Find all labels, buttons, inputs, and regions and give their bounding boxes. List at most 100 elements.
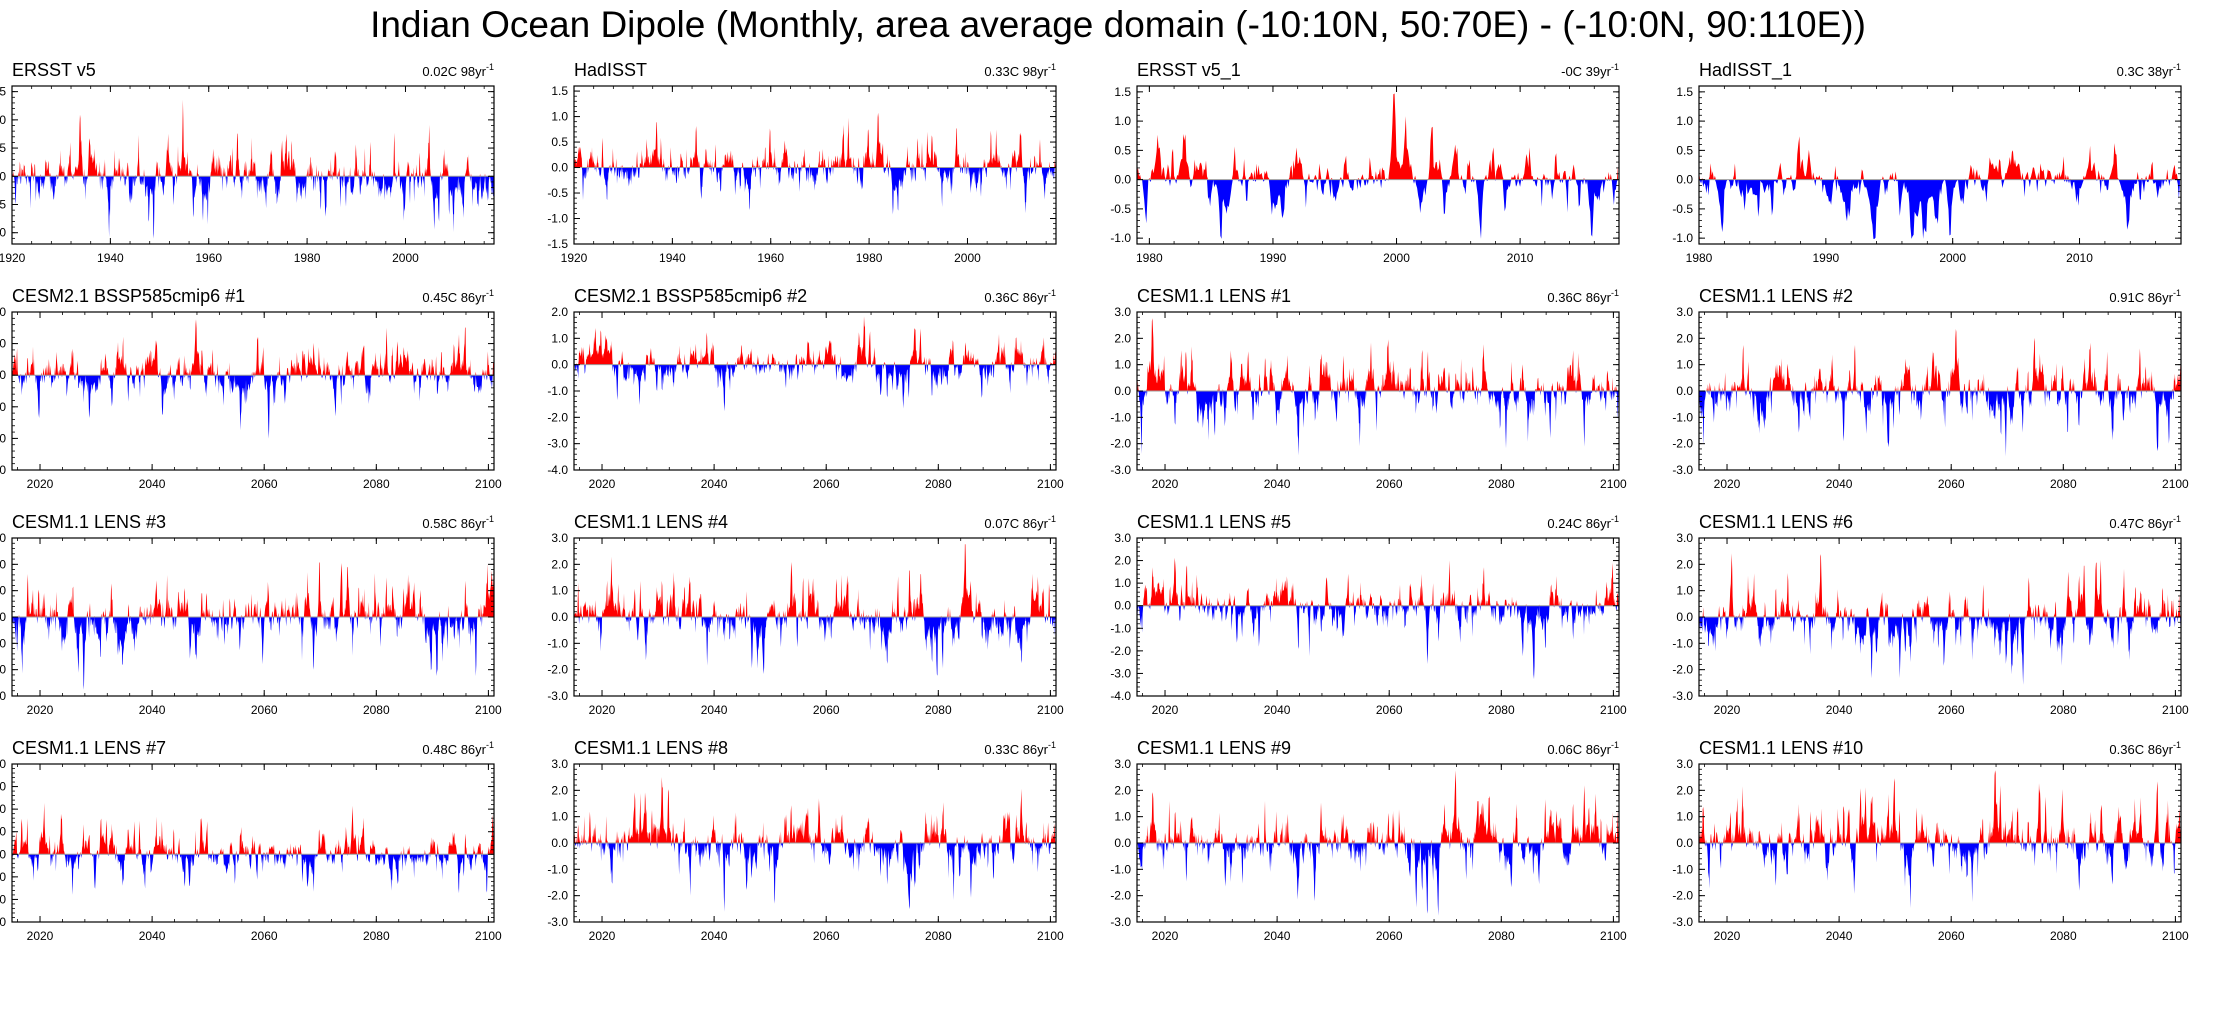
chart-panel: CESM1.1 LENS #8 0.33C 86yr-1 -3.0 -2.0 -1.0 0… (536, 728, 1064, 949)
trend-exponent: -1 (1048, 514, 1056, 524)
y-tick-label: -3.0 (547, 689, 568, 703)
y-tick-label: 3.0 (1114, 531, 1131, 545)
trend-exponent: -1 (2173, 62, 2181, 72)
chart-panel: CESM1.1 LENS #1 0.36C 86yr-1 -3.0 -2.0 -1.0 0… (1099, 276, 1627, 497)
trend-exponent: -1 (1048, 62, 1056, 72)
y-tick-label: -1.0 (547, 636, 568, 650)
x-tick-label: 2020 (589, 477, 616, 491)
chart-svg: CESM1.1 LENS #9 0.06C 86yr-1 -3.0 -2.0 -1.0 0… (1110, 738, 1627, 943)
chart-panel: HadISST_1 0.3C 38yr-1 -1.0 -0.5 0.0 0.5 1.0 1.5… (1661, 50, 2182, 271)
trend-exponent: -1 (486, 288, 494, 298)
chart-svg: CESM1.1 LENS #8 0.33C 86yr-1 -3.0 -2.0 -1.0 0… (547, 738, 1064, 943)
x-tick-label: 2060 (1376, 929, 1403, 943)
x-tick-label: 2020 (1714, 703, 1741, 717)
panel-title: CESM1.1 LENS #1 (1137, 286, 1291, 306)
panel-title: CESM1.1 LENS #2 (1699, 286, 1853, 306)
trend-label: 0.36C 86yr-1 (1547, 288, 1619, 305)
x-tick-label: 2100 (1037, 477, 1064, 491)
y-tick-label: 0.0 (551, 836, 568, 850)
positive-anomaly-fill (1137, 557, 1619, 606)
trend-exponent: -1 (1048, 288, 1056, 298)
y-tick-label: -1.0 (1672, 410, 1693, 424)
y-tick-label: 3.0 (1676, 531, 1693, 545)
y-tick-label: -3.0 (1110, 666, 1131, 680)
x-tick-label: 2080 (363, 929, 390, 943)
y-tick-label: 1.0 (551, 110, 568, 124)
y-tick-label: 1.0 (1676, 810, 1693, 824)
panel-title: CESM1.1 LENS #7 (12, 738, 166, 758)
negative-anomaly-fill (1137, 605, 1619, 680)
x-tick-label: 1940 (659, 251, 686, 265)
x-tick-label: 2020 (1152, 929, 1179, 943)
y-tick-label: 0.0 (1114, 599, 1131, 613)
trend-label: -0C 39yr-1 (1561, 62, 1619, 79)
x-tick-label: 1960 (195, 251, 222, 265)
x-tick-label: 2080 (925, 703, 952, 717)
x-tick-label: 2060 (1376, 703, 1403, 717)
y-tick-label: 1.0 (0, 113, 6, 127)
chart-panel: CESM1.1 LENS #5 0.24C 86yr-1 -4.0 -3.0 -2.0 -… (1099, 502, 1627, 723)
negative-anomaly-fill (12, 854, 494, 895)
chart-svg: CESM1.1 LENS #6 0.47C 86yr-1 -3.0 -2.0 -1.0 0… (1672, 512, 2189, 717)
panel-title: ERSST v5_1 (1137, 60, 1241, 81)
chart-svg: ERSST v5_1 -0C 39yr-1 -1.0 -0.5 0.0 0.5 1.0 1.5… (1110, 60, 1620, 265)
x-tick-label: 1920 (561, 251, 588, 265)
x-tick-label: 2020 (1714, 929, 1741, 943)
plot-frame (1136, 85, 1620, 245)
chart-svg: CESM1.1 LENS #3 0.58C 86yr-1 -3.0 -2.0 -1.0 0… (0, 512, 502, 717)
trend-label: 0.02C 98yr-1 (422, 62, 494, 79)
x-tick-label: 2060 (1938, 477, 1965, 491)
trend-label: 0.36C 86yr-1 (2109, 740, 2181, 757)
x-tick-label: 1990 (1260, 251, 1287, 265)
y-tick-label: -1.0 (547, 862, 568, 876)
x-tick-label: 2080 (925, 477, 952, 491)
trend-label: 0.33C 98yr-1 (984, 62, 1056, 79)
x-tick-label: 2040 (701, 703, 728, 717)
x-tick-label: 2100 (1037, 703, 1064, 717)
x-tick-label: 2040 (139, 703, 166, 717)
y-tick-label: -2.0 (1672, 663, 1693, 677)
x-tick-label: 2040 (1264, 703, 1291, 717)
y-tick-label: -1.0 (547, 384, 568, 398)
x-tick-label: 2080 (2050, 477, 2077, 491)
positive-anomaly-fill (574, 777, 1056, 843)
y-tick-label: 2.0 (1676, 331, 1693, 345)
panel-title: CESM2.1 BSSP585cmip6 #1 (12, 286, 245, 306)
trend-label: 0.07C 86yr-1 (984, 514, 1056, 531)
chart-panel: CESM1.1 LENS #2 0.91C 86yr-1 -3.0 -2.0 -1.0 0… (1661, 276, 2189, 497)
y-tick-label: -0.5 (0, 198, 6, 212)
negative-anomaly-fill (12, 176, 494, 239)
y-tick-label: 1.0 (1676, 114, 1693, 128)
chart-svg: CESM1.1 LENS #10 0.36C 86yr-1 -3.0 -2.0 -1.0… (1672, 738, 2189, 943)
plot-frame (573, 311, 1057, 471)
y-tick-label: 3.0 (1676, 305, 1693, 319)
trend-exponent: -1 (486, 62, 494, 72)
y-tick-label: -3.0 (547, 915, 568, 929)
y-tick-label: -1.0 (547, 212, 568, 226)
panel-title: HadISST_1 (1699, 60, 1792, 81)
positive-anomaly-fill (12, 562, 494, 617)
y-tick-label: 1.5 (1114, 85, 1131, 99)
trend-exponent: -1 (1048, 740, 1056, 750)
y-tick-label: 2.0 (551, 557, 568, 571)
y-tick-label: -1.0 (1672, 862, 1693, 876)
positive-anomaly-fill (1699, 770, 2181, 843)
y-tick-label: 0.0 (551, 161, 568, 175)
x-tick-label: 2010 (2066, 251, 2093, 265)
x-tick-label: 2020 (1152, 477, 1179, 491)
chart-svg: CESM2.1 BSSP585cmip6 #1 0.45C 86yr-1 -3.0 -… (0, 286, 502, 491)
x-tick-label: 2020 (1714, 477, 1741, 491)
x-tick-label: 2020 (1152, 703, 1179, 717)
positive-anomaly-fill (574, 316, 1056, 365)
x-tick-label: 2080 (925, 929, 952, 943)
trend-label: 0.91C 86yr-1 (2109, 288, 2181, 305)
y-tick-label: 3.0 (1114, 305, 1131, 319)
x-tick-label: 2100 (2162, 477, 2189, 491)
chart-svg: CESM1.1 LENS #7 0.48C 86yr-1 -3.0 -2.0 -1.0 0… (0, 738, 502, 943)
plot-frame (11, 311, 495, 471)
y-tick-label: -0.5 (1110, 202, 1131, 216)
y-tick-label: -1.0 (1672, 636, 1693, 650)
x-tick-label: 2080 (1488, 477, 1515, 491)
trend-exponent: -1 (2173, 740, 2181, 750)
negative-anomaly-fill (12, 617, 494, 690)
